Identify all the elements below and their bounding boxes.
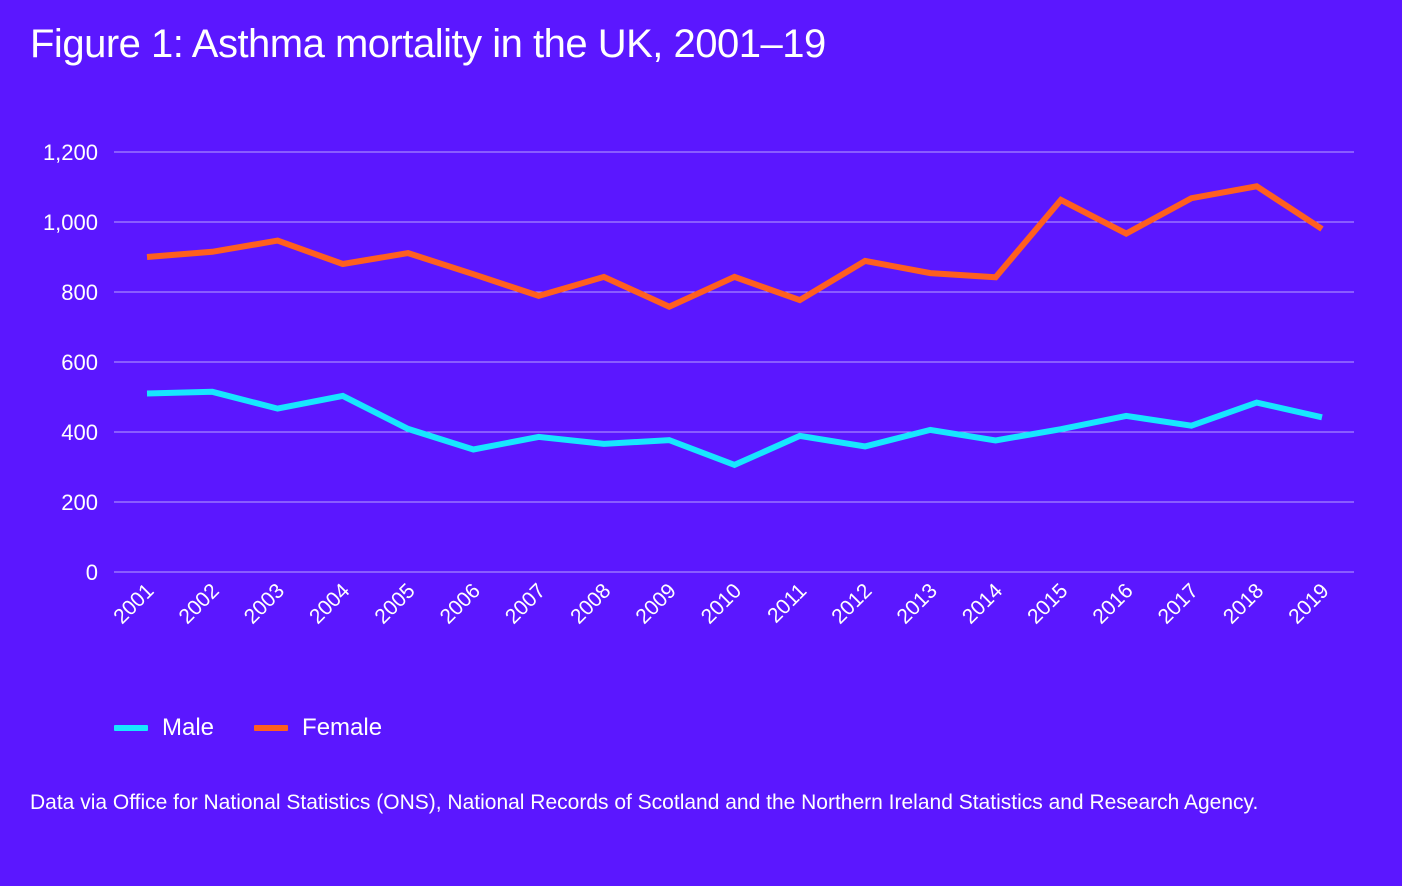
source-note: Data via Office for National Statistics …	[30, 791, 1259, 814]
x-tick-label: 2019	[1284, 579, 1333, 628]
x-tick-label: 2003	[240, 579, 289, 628]
series-line-male	[146, 388, 1323, 469]
x-tick-label: 2010	[697, 579, 746, 628]
legend-swatch-male	[114, 725, 148, 731]
x-tick-label: 2015	[1023, 579, 1072, 628]
y-tick-label: 200	[61, 490, 98, 515]
x-tick-label: 2002	[175, 579, 224, 628]
series-lines	[146, 183, 1324, 469]
y-axis-ticks: 0 200 400 600 800 1,000 1,200	[43, 140, 98, 585]
x-tick-label: 2007	[501, 579, 550, 628]
x-tick-label: 2004	[305, 579, 355, 629]
x-tick-label: 2016	[1088, 579, 1137, 628]
legend: Male Female	[114, 714, 382, 742]
y-tick-label: 600	[61, 350, 98, 375]
x-tick-label: 2008	[566, 579, 615, 628]
gridlines	[114, 151, 1354, 573]
series-line-female	[146, 183, 1324, 310]
legend-item-male[interactable]: Male	[114, 714, 214, 742]
legend-label-male: Male	[162, 714, 215, 741]
y-tick-label: 0	[86, 560, 98, 585]
x-tick-label: 2005	[370, 579, 419, 628]
x-tick-label: 2011	[763, 579, 811, 627]
x-tick-label: 2018	[1219, 579, 1268, 628]
y-tick-label: 400	[61, 420, 98, 445]
x-tick-label: 2009	[631, 579, 680, 628]
y-tick-label: 1,000	[43, 210, 98, 235]
x-tick-label: 2006	[436, 579, 485, 628]
x-tick-label: 2013	[893, 579, 942, 628]
x-tick-label: 2014	[958, 579, 1008, 629]
x-tick-label: 2001	[109, 579, 158, 628]
legend-label-female: Female	[302, 714, 383, 741]
x-tick-label: 2017	[1154, 579, 1203, 628]
legend-swatch-female	[254, 725, 289, 731]
x-axis-ticks: 2001 2002 2003 2004 2005 2006 2007 2008 2009 2010…	[109, 579, 1333, 629]
legend-item-female[interactable]: Female	[254, 714, 382, 742]
y-tick-label: 1,200	[43, 140, 98, 165]
chart-title: Figure 1: Asthma mortality in the UK, 20…	[30, 22, 826, 66]
y-tick-label: 800	[61, 280, 98, 305]
x-tick-label: 2012	[827, 579, 876, 628]
